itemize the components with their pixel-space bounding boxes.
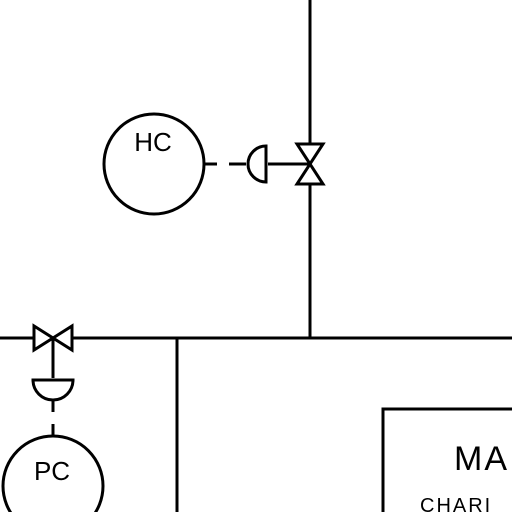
valve-triangle-right	[50, 323, 74, 353]
hc-instrument: HC	[102, 112, 206, 216]
valve-triangle-left	[32, 323, 56, 353]
equipment-outline	[381, 407, 512, 512]
valve-triangle-bottom	[294, 161, 326, 186]
hc-label: HC	[134, 127, 172, 157]
diaphragm-actuator	[246, 144, 268, 184]
control-valve-vertical	[246, 142, 326, 186]
pc-instrument: PC	[1, 434, 105, 512]
valve-triangle-top	[294, 142, 326, 167]
diaphragm-actuator	[31, 378, 75, 402]
equipment-box: MA CHARI	[381, 407, 512, 512]
instrument-bubble	[102, 112, 206, 216]
equipment-subtitle: CHARI	[420, 495, 492, 512]
instrument-bubble	[1, 434, 105, 512]
pc-label: PC	[34, 456, 70, 486]
equipment-title: MA	[454, 440, 509, 478]
control-valve-horizontal	[31, 323, 75, 402]
